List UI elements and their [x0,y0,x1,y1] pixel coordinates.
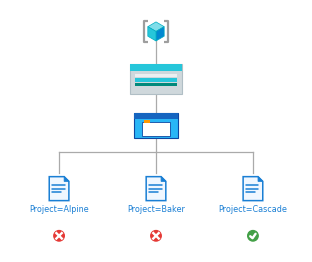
Polygon shape [258,177,263,181]
Polygon shape [146,177,166,201]
Polygon shape [161,177,166,181]
Polygon shape [148,22,164,31]
FancyBboxPatch shape [135,78,177,82]
Polygon shape [64,177,69,181]
Circle shape [54,231,64,241]
Polygon shape [243,177,263,201]
Text: Project=Alpine: Project=Alpine [29,205,89,214]
FancyBboxPatch shape [144,120,150,123]
FancyBboxPatch shape [135,83,177,86]
FancyBboxPatch shape [142,122,170,137]
Text: Project=Baker: Project=Baker [127,205,185,214]
Circle shape [248,231,258,241]
Text: Project=Cascade: Project=Cascade [218,205,287,214]
FancyBboxPatch shape [130,64,182,71]
FancyBboxPatch shape [134,113,178,138]
Polygon shape [49,177,69,201]
Polygon shape [148,27,156,41]
FancyBboxPatch shape [135,74,177,77]
FancyBboxPatch shape [130,64,182,94]
Circle shape [151,231,161,241]
Polygon shape [156,27,164,41]
FancyBboxPatch shape [134,113,178,119]
